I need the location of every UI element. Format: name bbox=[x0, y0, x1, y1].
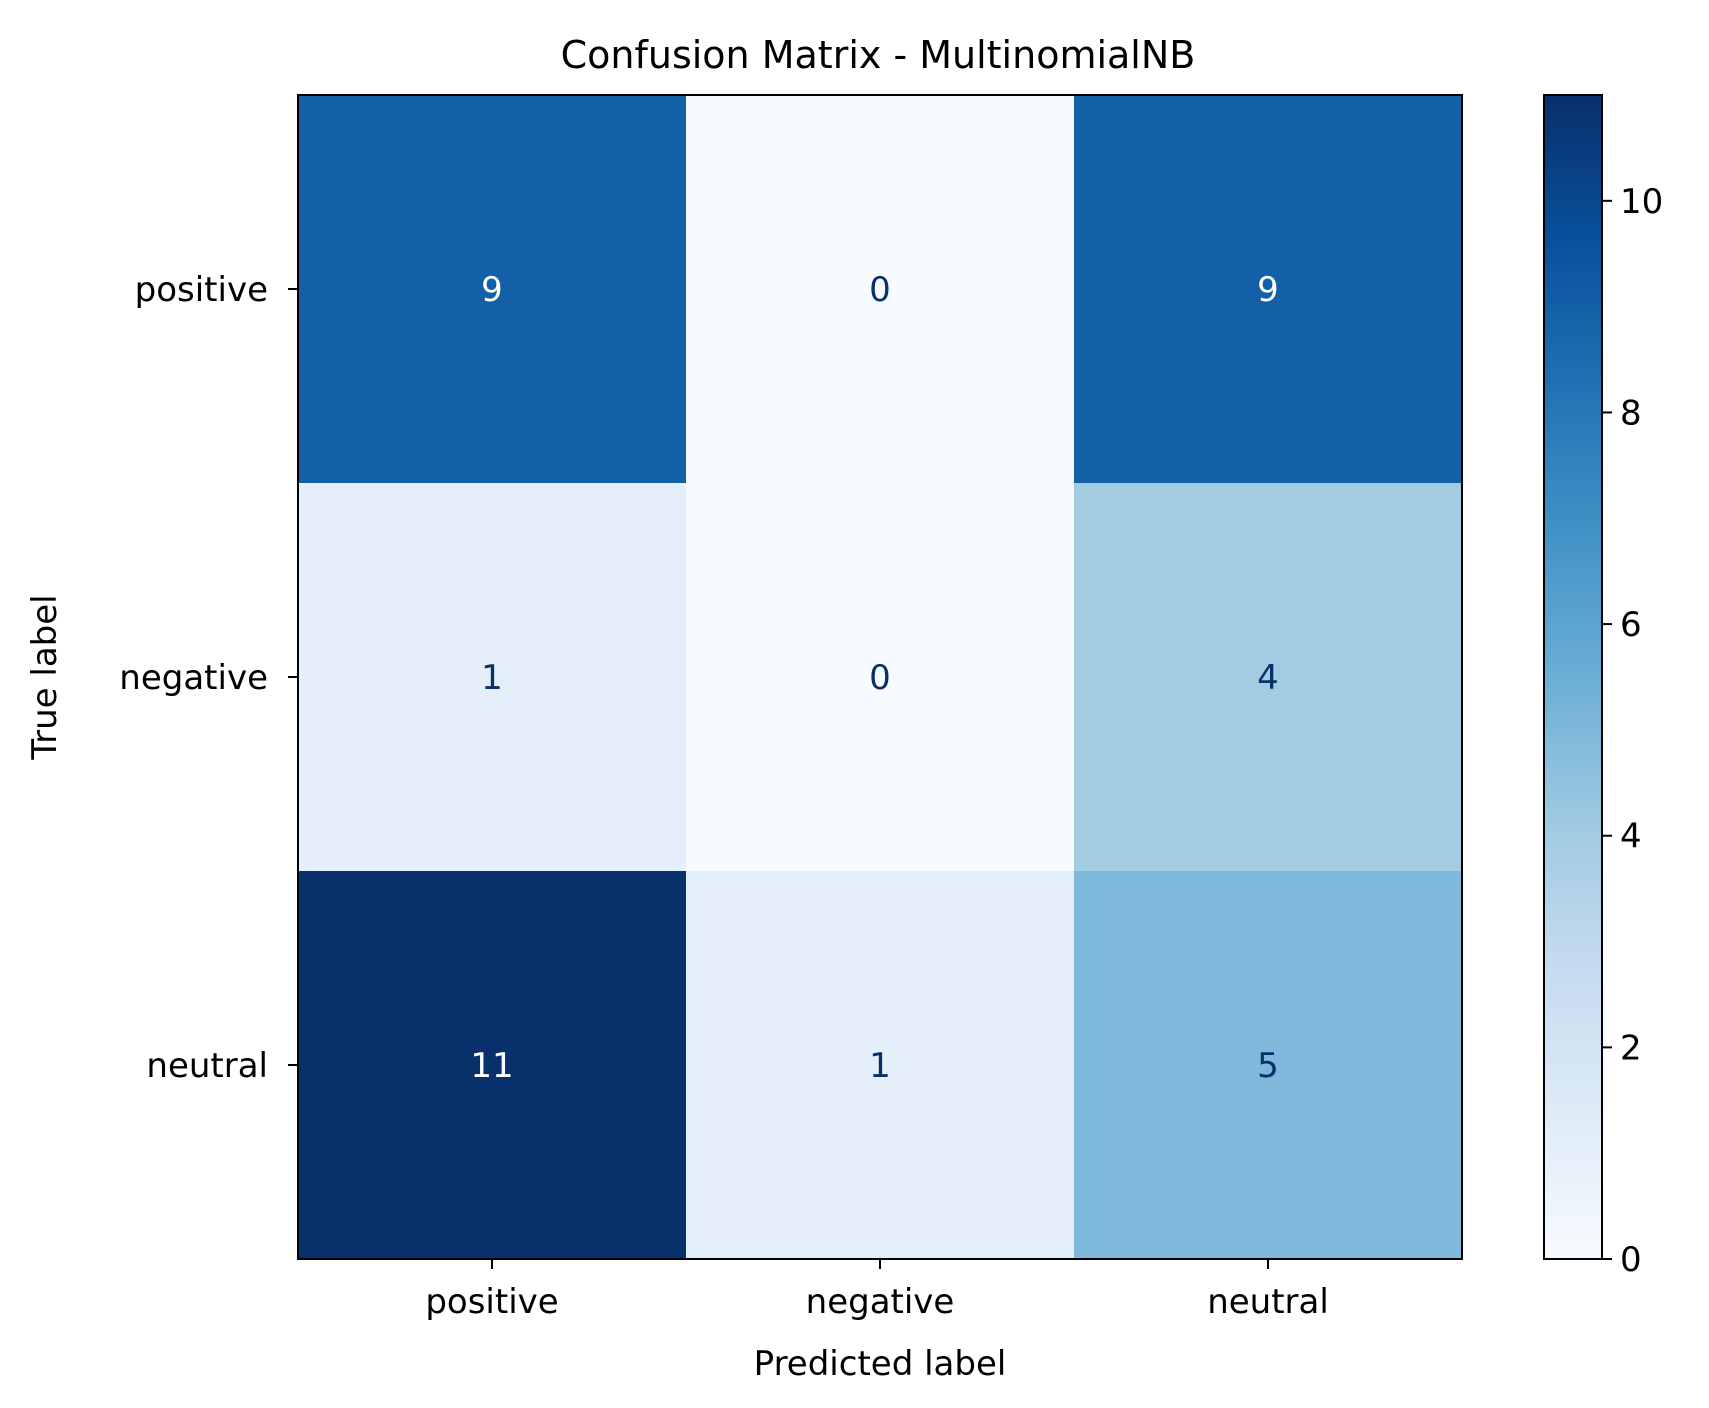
colorbar-tick-label: 0 bbox=[1620, 1240, 1642, 1280]
cell-value-label: 9 bbox=[481, 270, 503, 310]
heatmap-cell-neutral-neutral bbox=[1074, 871, 1463, 1260]
heatmap-cells bbox=[298, 95, 1463, 1260]
colorbar-tick-label: 10 bbox=[1620, 182, 1663, 222]
heatmap-cell-positive-negative bbox=[686, 95, 1075, 484]
cell-value-label: 1 bbox=[481, 658, 503, 698]
chart-title: Confusion Matrix - MultinomialNB bbox=[561, 33, 1196, 77]
colorbar-tick-label: 6 bbox=[1620, 605, 1642, 645]
x-tick-label: positive bbox=[425, 1282, 558, 1322]
cell-value-label: 0 bbox=[869, 270, 891, 310]
x-axis-label: Predicted label bbox=[754, 1344, 1007, 1384]
x-tick-label: negative bbox=[806, 1282, 955, 1322]
heatmap-cell-positive-positive bbox=[298, 95, 687, 484]
colorbar-ticks: 0 2 4 6 8 10 bbox=[1602, 182, 1663, 1280]
colorbar-tick-label: 2 bbox=[1620, 1028, 1642, 1068]
cell-value-label: 11 bbox=[470, 1046, 513, 1086]
cell-value-label: 5 bbox=[1257, 1046, 1279, 1086]
y-axis-ticks: positive negative neutral bbox=[119, 270, 298, 1086]
colorbar-tick-label: 4 bbox=[1620, 817, 1642, 857]
x-axis-ticks: positive negative neutral bbox=[425, 1259, 1329, 1322]
heatmap-cell-labels: 9 0 91 0 411 1 5 bbox=[470, 270, 1278, 1086]
y-tick-label: negative bbox=[119, 658, 268, 698]
heatmap-cell-negative-neutral bbox=[1074, 483, 1463, 872]
heatmap-cell-negative-positive bbox=[298, 483, 687, 872]
y-tick-label: neutral bbox=[146, 1046, 268, 1086]
colorbar-tick-label: 8 bbox=[1620, 393, 1642, 433]
cell-value-label: 9 bbox=[1257, 270, 1279, 310]
heatmap-cell-neutral-negative bbox=[686, 871, 1075, 1260]
cell-value-label: 0 bbox=[869, 658, 891, 698]
heatmap-cell-negative-negative bbox=[686, 483, 1075, 872]
colorbar bbox=[1543, 94, 1603, 1260]
y-tick-label: positive bbox=[135, 270, 268, 310]
cell-value-label: 4 bbox=[1257, 658, 1279, 698]
cell-value-label: 1 bbox=[869, 1046, 891, 1086]
x-tick-label: neutral bbox=[1207, 1282, 1329, 1322]
heatmap-cell-neutral-positive bbox=[298, 871, 687, 1260]
y-axis-label: True label bbox=[25, 594, 65, 760]
heatmap-cell-positive-neutral bbox=[1074, 95, 1463, 484]
